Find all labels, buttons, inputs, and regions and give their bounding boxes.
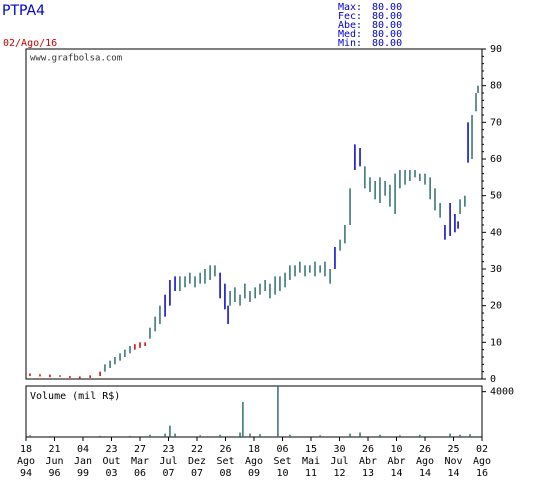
x-tick-label: 07 [162,468,174,479]
x-tick-label: Out [102,456,120,467]
stat-value: 80.00 [372,11,402,22]
x-tick-label: Abr [387,456,405,467]
x-tick-label: Mar [131,456,149,467]
x-tick-label: Set [216,456,234,467]
y-tick-label: 60 [490,154,502,165]
x-tick-label: 06 [276,444,288,455]
x-tick-label: 18 [20,444,32,455]
date: 02/Ago/16 [3,38,57,49]
x-tick-label: 23 [105,444,117,455]
x-tick-label: 27 [134,444,146,455]
y-tick-label: 0 [490,374,496,385]
x-tick-label: 13 [362,468,374,479]
x-tick-label: 26 [419,444,431,455]
x-tick-label: 14 [390,468,402,479]
x-tick-label: 99 [77,468,89,479]
x-tick-label: Ago [416,456,434,467]
y-tick-label: 30 [490,264,502,275]
x-tick-label: 30 [333,444,345,455]
watermark: www.grafbolsa.com [30,54,122,64]
y-tick-label: 20 [490,301,502,312]
x-tick-label: Jul [159,456,177,467]
price-frame [25,48,483,380]
stat-value: 80.00 [372,2,402,13]
x-tick-label: 26 [219,444,231,455]
x-tick-label: 02 [476,444,488,455]
x-tick-label: 07 [191,468,203,479]
x-tick-label: 26 [362,444,374,455]
x-tick-label: 18 [248,444,260,455]
x-tick-label: Ago [245,456,263,467]
x-tick-label: 10 [390,444,402,455]
x-tick-label: 14 [419,468,431,479]
x-tick-label: Ago [17,456,35,467]
x-tick-label: 96 [48,468,60,479]
x-tick-label: Jan [74,456,92,467]
stat-label: Max: [338,2,362,13]
x-tick-label: Nov [444,456,462,467]
x-tick-label: 06 [134,468,146,479]
x-tick-label: 23 [162,444,174,455]
stat-label: Med: [338,29,362,40]
x-tick-label: 04 [77,444,89,455]
y-tick-label: 10 [490,337,502,348]
y-tick-label: 4000 [490,387,514,398]
stat-value: 80.00 [372,29,402,40]
x-tick-label: 22 [191,444,203,455]
x-tick-label: 16 [476,468,488,479]
x-tick-label: 09 [248,468,260,479]
x-tick-label: Mai [302,456,320,467]
y-tick-label: 70 [490,117,502,128]
x-tick-label: 11 [305,468,317,479]
stat-value: 80.00 [372,38,402,49]
x-tick-label: Jul [330,456,348,467]
y-tick-label: 80 [490,81,502,92]
x-tick-label: Abr [359,456,377,467]
x-tick-label: 14 [447,468,459,479]
x-tick-label: Set [273,456,291,467]
stat-value: 80.00 [372,20,402,31]
x-tick-label: 03 [105,468,117,479]
x-tick-label: 15 [305,444,317,455]
y-tick-label: 90 [490,44,502,55]
x-tick-label: Dez [188,456,206,467]
x-tick-label: 21 [48,444,60,455]
x-tick-label: 94 [20,468,32,479]
y-tick-label: 40 [490,227,502,238]
stat-label: Abe: [338,20,362,31]
x-tick-label: Jun [45,456,63,467]
x-tick-label: Ago [473,456,491,467]
y-tick-label: 50 [490,191,502,202]
x-tick-label: 12 [333,468,345,479]
stat-label: Fec: [338,11,362,22]
x-tick-label: 08 [219,468,231,479]
x-tick-label: 25 [447,444,459,455]
x-tick-label: 10 [276,468,288,479]
title: PTPA4 [2,3,45,19]
volume-label: Volume (mil R$) [30,391,120,402]
stat-label: Min: [338,38,362,49]
